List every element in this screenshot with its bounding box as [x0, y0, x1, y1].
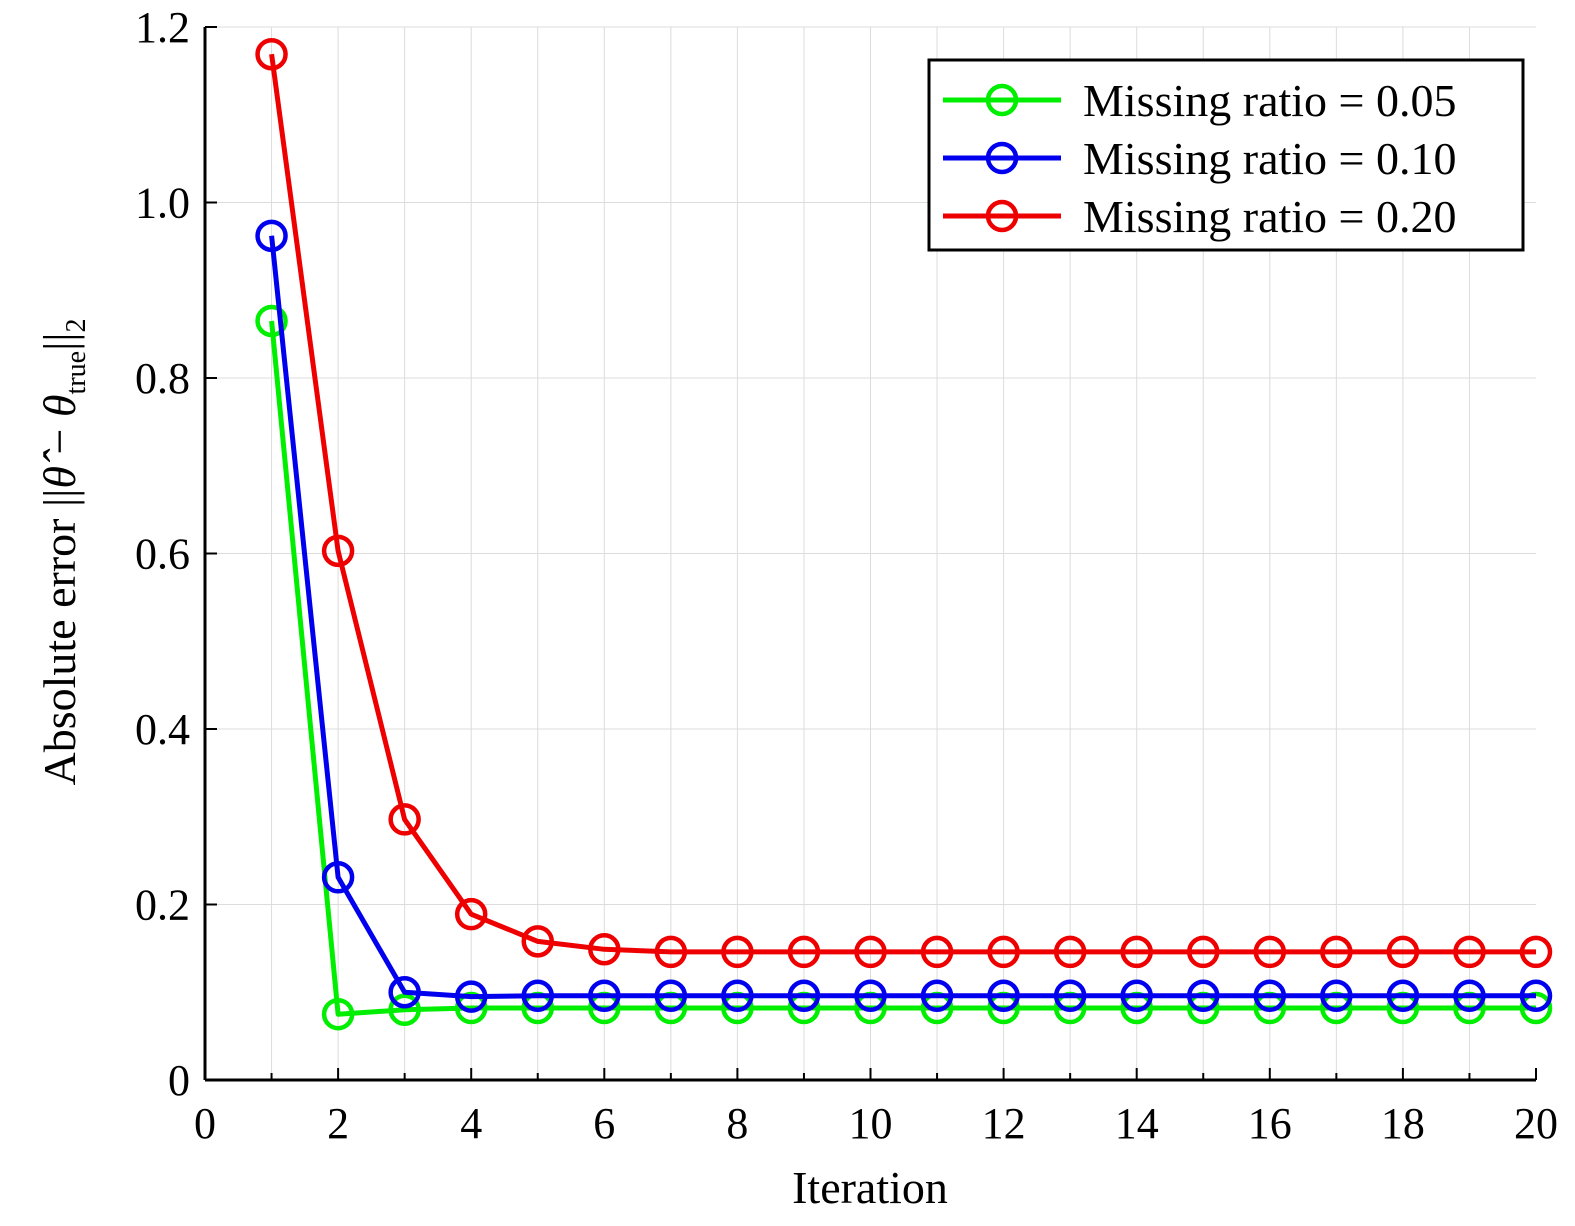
data-point [321, 861, 355, 894]
y-tick-label: 1.0 [135, 179, 190, 228]
data-point [1253, 979, 1287, 1013]
legend-marker [985, 141, 1019, 175]
data-point [721, 979, 754, 1013]
series-line [269, 320, 1536, 1017]
x-axis-ticks: 0 2 4 6 8 10 12 14 16 18 20 [194, 1068, 1558, 1148]
x-tick-label: 16 [1248, 1099, 1292, 1148]
data-point [1120, 979, 1153, 1013]
data-point [1386, 935, 1420, 969]
legend-label: Missing ratio = 0.20 [1083, 191, 1457, 242]
data-point [454, 980, 488, 1013]
legend: Missing ratio = 0.05 Missing ratio = 0.10… [927, 58, 1525, 252]
data-point [1120, 935, 1153, 969]
y-axis-title-prefix: Absolute error || [34, 489, 85, 786]
legend-label: Missing ratio = 0.10 [1083, 133, 1457, 184]
data-point [1053, 935, 1087, 969]
data-point [787, 979, 821, 1013]
data-point [920, 935, 954, 969]
series-2 [255, 219, 1553, 1013]
data-point [1187, 935, 1220, 969]
data-point [1453, 979, 1486, 1013]
series-1 [255, 304, 1553, 1031]
data-point [854, 935, 887, 969]
data-point [521, 979, 554, 1013]
y-tick-label: 0.2 [135, 881, 190, 930]
data-point [654, 979, 688, 1013]
x-tick-label: 18 [1381, 1099, 1425, 1148]
data-point [388, 803, 421, 836]
data-point [1519, 935, 1553, 969]
data-point [1053, 979, 1087, 1013]
y-tick-label: 0.8 [135, 354, 190, 403]
x-tick-label: 14 [1115, 1099, 1159, 1148]
legend-entries: Missing ratio = 0.05 Missing ratio = 0.10… [943, 75, 1457, 242]
y-axis-ticks: 0 0.2 0.4 0.6 0.8 1.0 1.2 [135, 3, 217, 1105]
x-tick-label: 2 [327, 1099, 349, 1148]
data-point [1320, 935, 1353, 969]
x-tick-label: 4 [460, 1099, 482, 1148]
x-axis-title: Iteration [792, 1162, 948, 1213]
x-tick-label: 12 [982, 1099, 1026, 1148]
data-point [388, 993, 421, 1027]
data-point [854, 979, 887, 1013]
y-axis-title-suffix: || [34, 332, 85, 350]
data-point [521, 925, 554, 958]
data-point [321, 534, 355, 568]
x-tick-label: 6 [593, 1099, 615, 1148]
series-3 [255, 37, 1553, 969]
data-point [1453, 935, 1486, 969]
y-tick-label: 0.6 [135, 530, 190, 579]
y-tick-label: 0.4 [135, 705, 190, 754]
x-tick-label: 20 [1514, 1099, 1558, 1148]
data-point [987, 935, 1020, 969]
y-axis-title-theta: θ [34, 394, 85, 417]
data-point [454, 991, 488, 1025]
y-tick-label: 0 [168, 1056, 190, 1105]
data-point [920, 979, 954, 1013]
legend-marker [985, 83, 1019, 117]
y-axis-title-subscript-2: 2 [61, 318, 92, 332]
data-point [255, 37, 288, 71]
data-point [388, 976, 421, 1009]
legend-entry: Missing ratio = 0.20 [943, 191, 1457, 242]
data-point [987, 979, 1020, 1013]
data-point [321, 997, 355, 1031]
data-point [1320, 979, 1353, 1013]
y-axis-title-minus: − [34, 417, 85, 466]
data-point [1386, 979, 1420, 1013]
data-point [588, 933, 621, 966]
series-line [269, 235, 1536, 1000]
legend-label: Missing ratio = 0.05 [1083, 75, 1457, 126]
legend-entry: Missing ratio = 0.10 [943, 133, 1457, 184]
y-axis-title-subscript: true [61, 351, 92, 395]
data-point [588, 979, 621, 1013]
x-tick-label: 0 [194, 1099, 216, 1148]
data-point [454, 897, 488, 931]
data-point [721, 935, 754, 969]
y-tick-label: 1.2 [135, 3, 190, 52]
legend-marker [985, 199, 1019, 233]
data-point [1187, 979, 1220, 1013]
y-axis-title: Absolute error ||θ̂ − θtrue||2 [34, 318, 92, 785]
data-point [1253, 935, 1287, 969]
series-group [255, 37, 1553, 1031]
data-point [255, 219, 288, 253]
data-point [787, 935, 821, 969]
data-point [1519, 979, 1553, 1013]
data-point [654, 935, 688, 969]
x-tick-label: 8 [726, 1099, 748, 1148]
legend-entry: Missing ratio = 0.05 [943, 75, 1457, 126]
x-tick-label: 10 [849, 1099, 893, 1148]
data-point [255, 304, 288, 338]
